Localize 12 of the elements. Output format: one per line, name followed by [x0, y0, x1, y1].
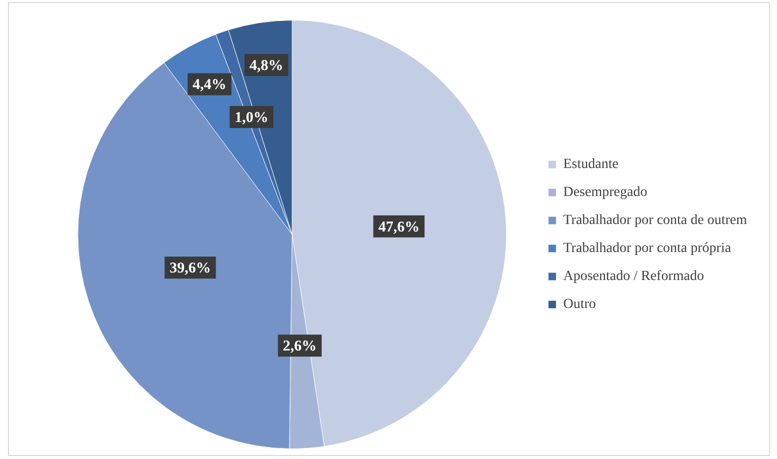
legend-label: Trabalhador por conta própria — [563, 241, 732, 256]
legend-label: Desempregado — [563, 185, 648, 200]
legend-label: Outro — [563, 297, 596, 312]
data-label: 47,6% — [378, 219, 420, 236]
data-label: 4,8% — [249, 58, 284, 74]
data-label: 39,6% — [170, 260, 211, 276]
data-label: 2,6% — [282, 338, 317, 355]
legend-label: Estudante — [563, 157, 618, 172]
data-label: 4,4% — [192, 77, 226, 94]
legend-label: Trabalhador por conta de outrem — [563, 213, 748, 228]
legend-label: Aposentado / Reformado — [563, 269, 704, 284]
data-label: 1,0% — [234, 110, 268, 126]
